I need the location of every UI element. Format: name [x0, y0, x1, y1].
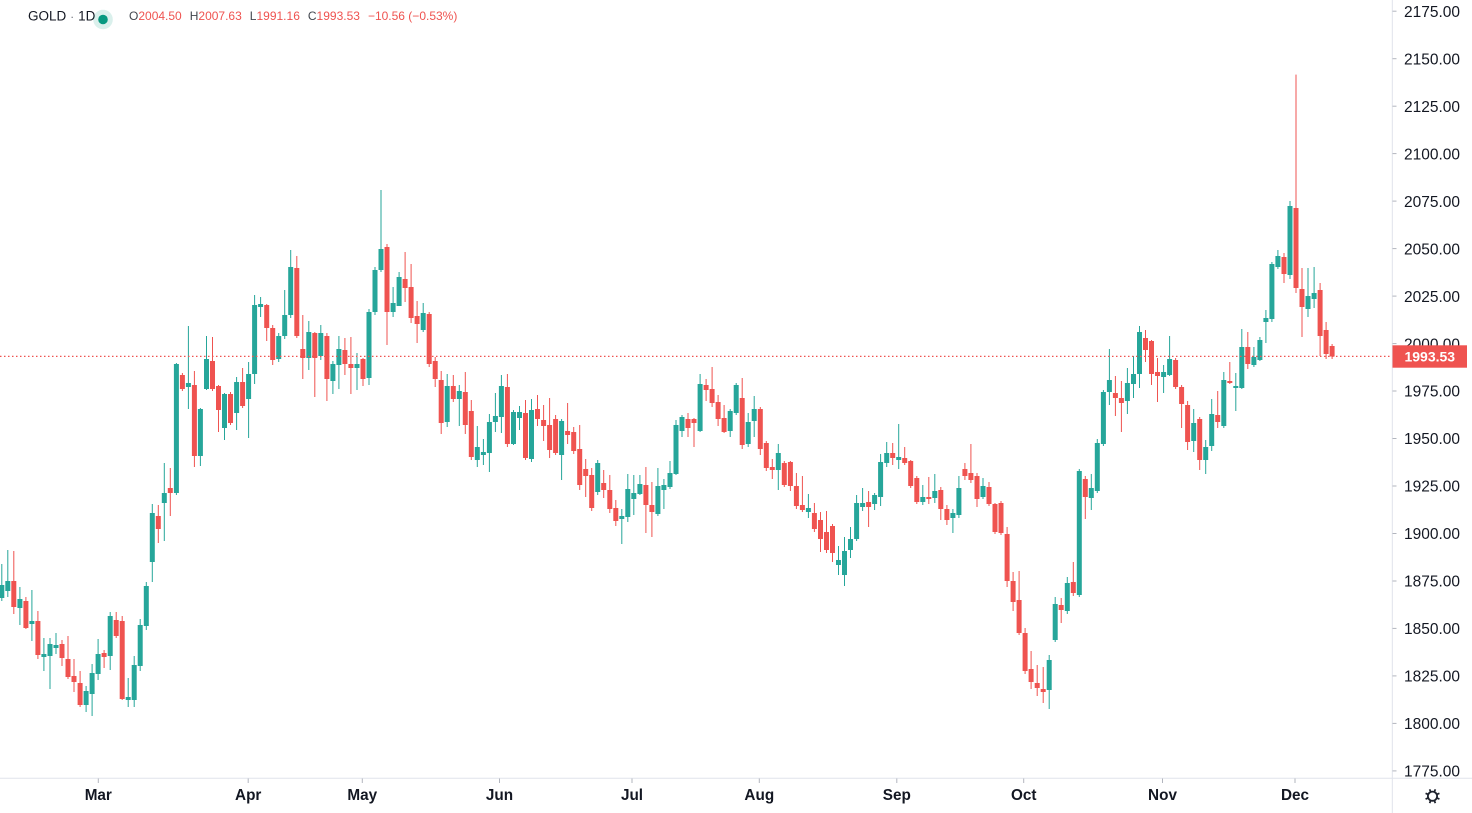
svg-text:2100.00: 2100.00: [1404, 146, 1460, 163]
svg-text:2075.00: 2075.00: [1404, 194, 1460, 211]
svg-text:Apr: Apr: [235, 787, 261, 804]
svg-text:GOLD·1D: GOLD · 1D: [28, 9, 96, 24]
svg-text:May: May: [347, 787, 377, 804]
svg-text:1775.00: 1775.00: [1404, 764, 1460, 781]
svg-text:Nov: Nov: [1148, 787, 1177, 804]
svg-text:1825.00: 1825.00: [1404, 669, 1460, 686]
svg-text:Jun: Jun: [486, 787, 513, 804]
svg-text:2050.00: 2050.00: [1404, 241, 1460, 258]
svg-text:2125.00: 2125.00: [1404, 99, 1460, 116]
svg-text:Jul: Jul: [621, 787, 643, 804]
svg-text:1900.00: 1900.00: [1404, 526, 1460, 543]
svg-text:Dec: Dec: [1281, 787, 1310, 804]
svg-text:Sep: Sep: [883, 787, 911, 804]
svg-text:Oct: Oct: [1011, 787, 1037, 804]
svg-text:1993.53: 1993.53: [1404, 349, 1455, 365]
svg-text:Aug: Aug: [744, 787, 774, 804]
svg-text:2025.00: 2025.00: [1404, 289, 1460, 306]
svg-text:1800.00: 1800.00: [1404, 716, 1460, 733]
svg-text:1925.00: 1925.00: [1404, 479, 1460, 496]
svg-text:1950.00: 1950.00: [1404, 431, 1460, 448]
svg-text:1875.00: 1875.00: [1404, 574, 1460, 591]
svg-text:Mar: Mar: [85, 787, 112, 804]
svg-text:1975.00: 1975.00: [1404, 384, 1460, 401]
svg-text:1850.00: 1850.00: [1404, 621, 1460, 638]
svg-text:2175.00: 2175.00: [1404, 4, 1460, 21]
svg-text:2150.00: 2150.00: [1404, 51, 1460, 68]
